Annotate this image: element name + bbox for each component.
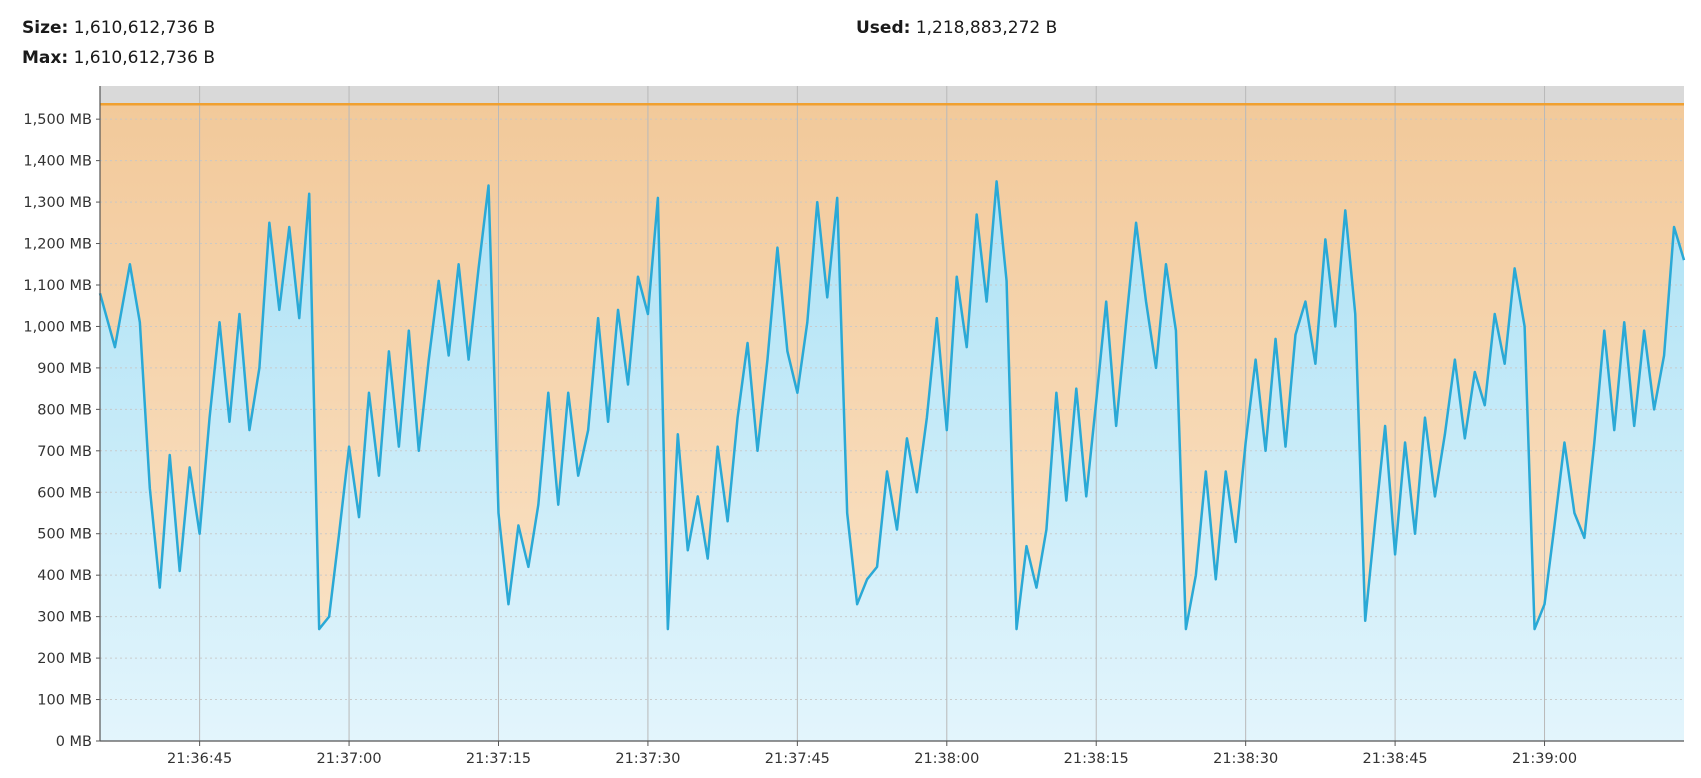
y-tick-label: 900 MB: [37, 361, 92, 377]
y-tick-label: 400 MB: [37, 568, 92, 584]
y-tick-label: 1,500 MB: [23, 112, 92, 128]
used-label: Used:: [856, 18, 911, 38]
y-tick-label: 1,400 MB: [23, 154, 92, 170]
x-tick-label: 21:39:00: [1512, 751, 1577, 767]
y-tick-label: 1,300 MB: [23, 195, 92, 211]
x-tick-label: 21:37:15: [466, 751, 531, 767]
x-tick-label: 21:37:30: [615, 751, 680, 767]
x-tick-label: 21:38:15: [1064, 751, 1129, 767]
y-tick-label: 500 MB: [37, 527, 92, 543]
x-tick-label: 21:38:00: [914, 751, 979, 767]
used-area: [100, 181, 1684, 742]
x-tick-label: 21:38:30: [1213, 751, 1278, 767]
y-tick-label: 1,000 MB: [23, 319, 92, 335]
y-tick-label: 100 MB: [37, 693, 92, 709]
used-line: [98, 180, 1686, 631]
size-value: 1,610,612,736 B: [73, 18, 216, 38]
x-tick-label: 21:37:00: [316, 751, 381, 767]
max-stat: Max: 1,610,612,736 B: [22, 48, 215, 68]
size-stat: Size: 1,610,612,736 B: [22, 18, 215, 38]
y-tick-label: 600 MB: [37, 485, 92, 501]
max-label: Max:: [22, 48, 69, 68]
max-value: 1,610,612,736 B: [73, 48, 215, 68]
x-tick-label: 21:38:45: [1363, 751, 1428, 767]
used-value: 1,218,883,272 B: [915, 18, 1058, 38]
y-tick-label: 1,200 MB: [23, 237, 92, 253]
size-label: Size:: [22, 18, 69, 38]
y-tick-label: 1,100 MB: [23, 278, 92, 294]
y-tick-label: 700 MB: [37, 444, 92, 460]
y-tick-label: 800 MB: [37, 402, 92, 418]
x-tick-label: 21:37:45: [765, 751, 830, 767]
y-tick-label: 300 MB: [37, 610, 92, 626]
y-tick-label: 200 MB: [37, 651, 92, 667]
x-tick-label: 21:36:45: [167, 751, 232, 767]
y-tick-label: 0 MB: [56, 734, 92, 750]
used-stat: Used: 1,218,883,272 B: [856, 18, 1057, 38]
